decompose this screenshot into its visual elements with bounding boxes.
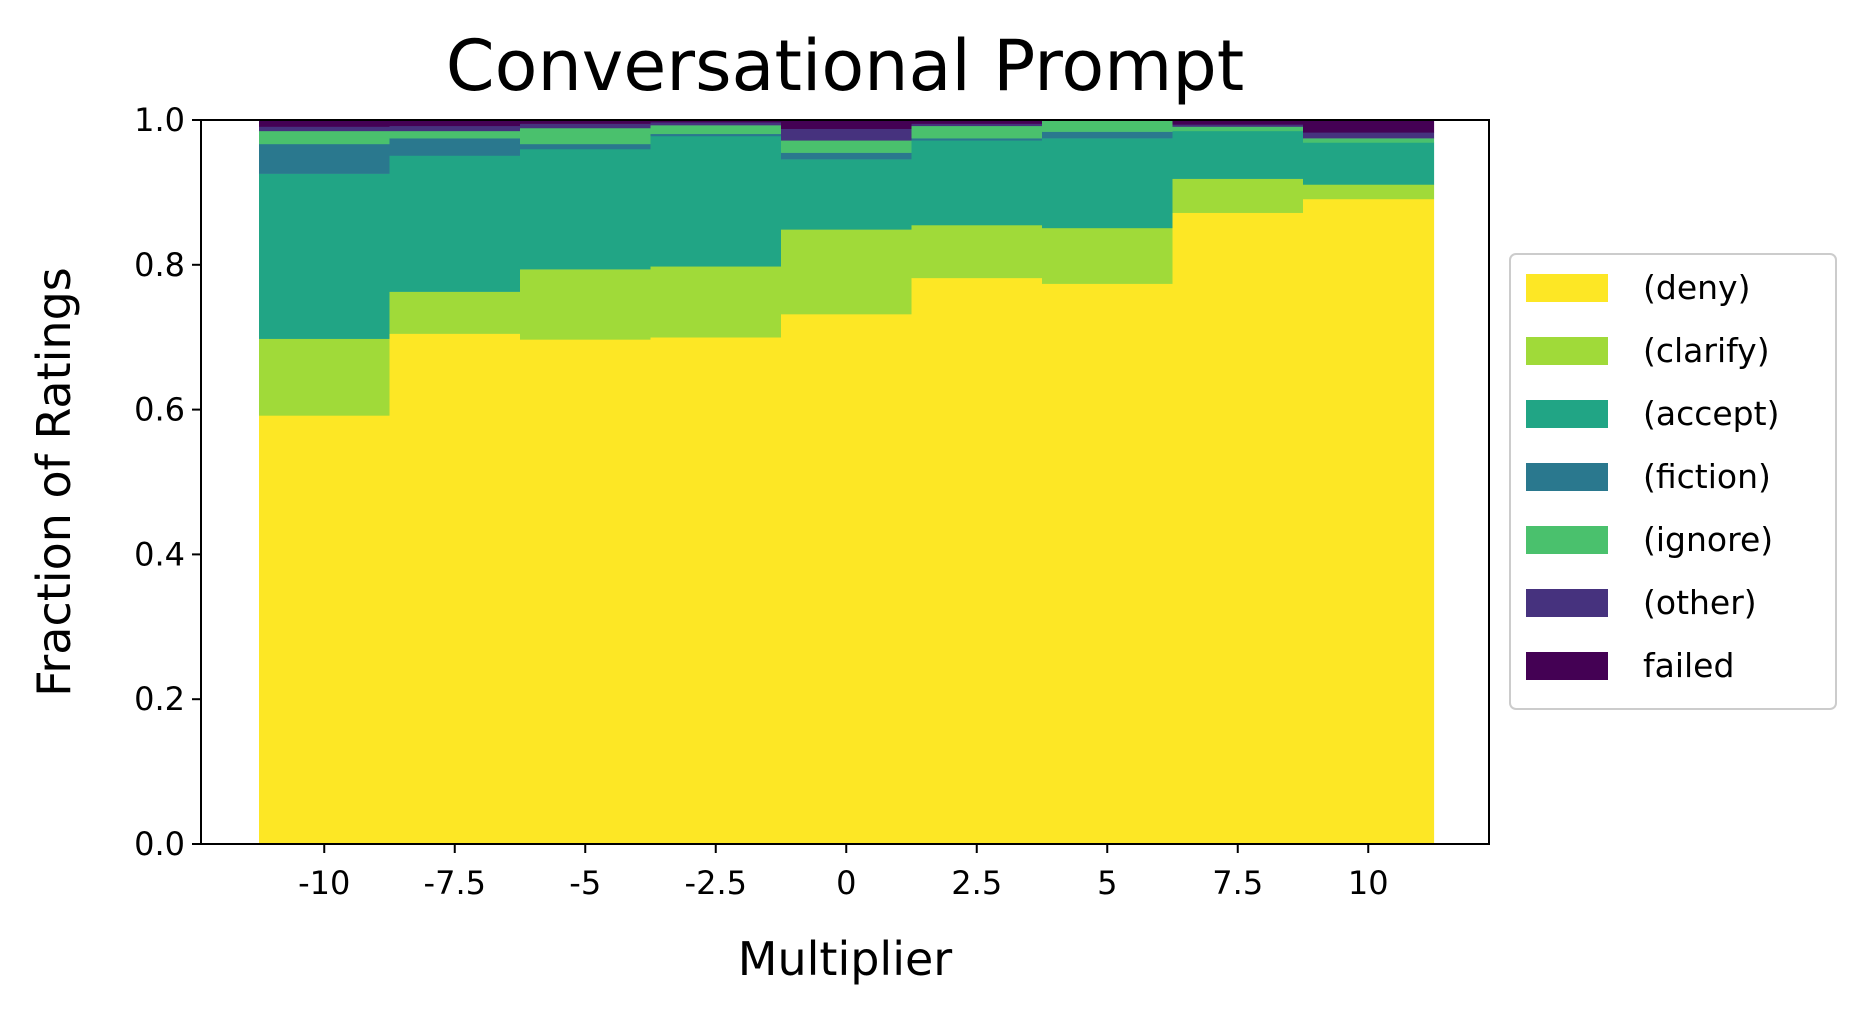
bar-segment-2-1	[389, 155, 521, 292]
x-tick-label-7: 7.5	[1212, 864, 1263, 902]
bar-segment-5-1	[389, 125, 521, 132]
y-axis-label: Fraction of Ratings	[27, 267, 81, 696]
bar-segment-3-4	[781, 152, 913, 160]
bar-segment-2-0	[259, 173, 391, 339]
legend-swatch-6	[1526, 652, 1608, 680]
bar-segment-4-4	[781, 140, 913, 153]
bar-segment-2-6	[1042, 138, 1174, 229]
x-tick-label-0: -10	[298, 864, 350, 902]
bar-segment-3-3	[650, 133, 782, 137]
plot-area	[259, 120, 1435, 845]
legend-label-4: (ignore)	[1643, 520, 1773, 559]
bar-segment-4-1	[389, 130, 521, 139]
bar-segment-6-1	[389, 120, 521, 127]
x-tick-label-4: 0	[836, 864, 856, 902]
bar-segment-0-6	[1042, 283, 1174, 845]
bar-segment-6-0	[259, 120, 391, 127]
y-axis-ticks: 0.0 0.2 0.4 0.6 0.8 1.0	[134, 101, 201, 863]
plot-frame	[200, 119, 1490, 845]
bar-segment-0-5	[911, 277, 1043, 845]
x-axis-ticks: -10 -7.5 -5 -2.5 0 2.5 5 7.5 10	[298, 844, 1389, 902]
bar-segment-1-8	[1303, 184, 1435, 200]
legend-swatch-1	[1526, 337, 1608, 365]
y-tick-label-1: 0.2	[134, 680, 185, 718]
x-tick-label-3: -2.5	[685, 864, 747, 902]
x-tick-label-1: -7.5	[424, 864, 486, 902]
x-tick-label-5: 2.5	[951, 864, 1002, 902]
bar-segment-5-8	[1303, 132, 1435, 139]
bar-segment-1-3	[650, 266, 782, 338]
y-tick-label-0: 0.0	[134, 825, 185, 863]
bar-segment-3-0	[259, 143, 391, 174]
legend: (deny) (clarify) (accept) (fiction) (ignore)…	[1509, 253, 1837, 710]
bar-segment-3-6	[1042, 131, 1174, 139]
bar-segment-0-2	[520, 339, 652, 845]
bar-segment-0-8	[1303, 198, 1435, 845]
bar-segment-6-5	[911, 120, 1043, 124]
x-tick-label-6: 5	[1097, 864, 1117, 902]
legend-swatch-3	[1526, 463, 1608, 491]
bar-segment-2-3	[650, 135, 782, 267]
bar-segment-6-3	[650, 120, 782, 123]
legend-label-6: failed	[1643, 646, 1734, 685]
bar-segment-3-2	[520, 143, 652, 150]
bar-segment-5-0	[259, 126, 391, 132]
legend-label-1: (clarify)	[1643, 331, 1770, 370]
chart-title: Conversational Prompt	[446, 25, 1245, 107]
bar-segment-0-0	[259, 415, 391, 845]
y-tick-label-4: 0.8	[134, 246, 185, 284]
bar-segment-0-7	[1172, 212, 1304, 845]
legend-swatch-5	[1526, 589, 1608, 617]
bar-segment-1-7	[1172, 178, 1304, 213]
bar-segment-0-4	[781, 314, 913, 845]
bar-segment-6-7	[1172, 120, 1304, 125]
bar-segment-5-3	[650, 122, 782, 126]
legend-label-3: (fiction)	[1643, 457, 1771, 496]
bar-segment-1-1	[389, 291, 521, 334]
x-tick-label-2: -5	[569, 864, 601, 902]
bar-segment-6-2	[520, 120, 652, 124]
bar-segment-5-4	[781, 128, 913, 141]
bar-segment-1-5	[911, 224, 1043, 279]
bar-segment-3-5	[911, 138, 1043, 141]
legend-label-5: (other)	[1643, 583, 1757, 622]
legend-swatch-2	[1526, 400, 1608, 428]
bar-segment-0-1	[389, 333, 521, 845]
bar-segment-3-1	[389, 138, 521, 156]
bar-segment-4-3	[650, 125, 782, 135]
bar-segment-1-2	[520, 269, 652, 340]
bar-segment-1-0	[259, 338, 391, 416]
bar-segment-4-7	[1172, 126, 1304, 132]
bar-segment-5-2	[520, 123, 652, 129]
bar-segment-4-0	[259, 130, 391, 145]
legend-label-2: (accept)	[1643, 394, 1779, 433]
legend-label-0: (deny)	[1643, 268, 1750, 307]
y-tick-label-3: 0.6	[134, 391, 185, 429]
bar-segment-4-5	[911, 125, 1043, 139]
bar-segment-2-7	[1172, 130, 1304, 179]
bar-segment-1-6	[1042, 227, 1174, 284]
bar-segment-1-4	[781, 229, 913, 315]
bar-segment-6-8	[1303, 120, 1435, 133]
x-tick-label-8: 10	[1348, 864, 1389, 902]
bar-segment-6-4	[781, 120, 913, 129]
y-tick-label-5: 1.0	[134, 101, 185, 139]
bar-segment-2-8	[1303, 142, 1435, 185]
legend-swatch-4	[1526, 526, 1608, 554]
x-axis-label: Multiplier	[738, 932, 953, 986]
bar-segment-4-8	[1303, 138, 1435, 143]
bar-segment-4-6	[1042, 120, 1174, 132]
y-tick-label-2: 0.4	[134, 535, 185, 573]
bar-segment-2-2	[520, 148, 652, 270]
legend-swatch-0	[1526, 274, 1608, 302]
bar-segment-2-5	[911, 140, 1043, 226]
bar-segment-4-2	[520, 127, 652, 145]
bar-segment-5-5	[911, 123, 1043, 127]
bar-segment-0-3	[650, 337, 782, 845]
bar-segment-5-7	[1172, 124, 1304, 127]
bar-segment-2-4	[781, 159, 913, 230]
